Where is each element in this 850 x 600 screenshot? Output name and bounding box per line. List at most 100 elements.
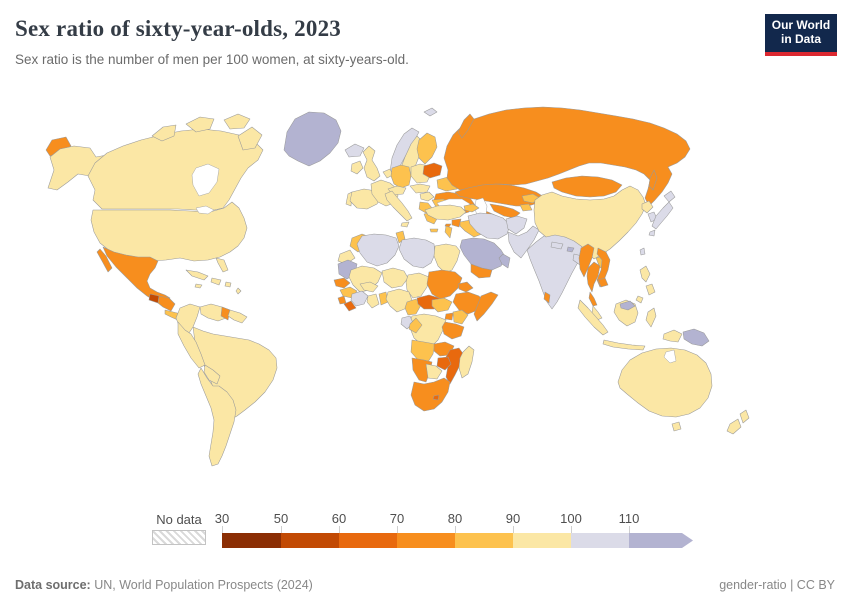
country-china[interactable] bbox=[533, 185, 647, 260]
country-java[interactable] bbox=[602, 339, 646, 351]
country-australia[interactable] bbox=[617, 347, 713, 418]
country-novaya-zemlya[interactable] bbox=[457, 113, 475, 139]
country-oman-uae[interactable] bbox=[498, 253, 511, 269]
country-uzbekistan[interactable] bbox=[489, 203, 521, 219]
country-thai-peninsula[interactable] bbox=[588, 291, 598, 307]
country-japan-kyushu[interactable] bbox=[648, 229, 656, 237]
country-arctic-island[interactable] bbox=[223, 113, 251, 130]
country-kenya[interactable] bbox=[452, 309, 469, 325]
country-sakhalin[interactable] bbox=[648, 169, 658, 191]
legend-bin-b90_100[interactable] bbox=[513, 533, 571, 548]
country-czech-slovakia[interactable] bbox=[409, 183, 431, 194]
country-sumatra[interactable] bbox=[577, 299, 609, 336]
country-somalia[interactable] bbox=[473, 291, 499, 322]
country-svalbard[interactable] bbox=[423, 107, 438, 117]
country-papua-new-guinea[interactable] bbox=[682, 328, 710, 347]
country-sudan[interactable] bbox=[426, 269, 463, 300]
country-japan-hokkaido[interactable] bbox=[663, 190, 676, 203]
country-arctic-island[interactable] bbox=[185, 116, 215, 133]
country-antilles[interactable] bbox=[235, 287, 242, 295]
country-chad[interactable] bbox=[405, 272, 430, 299]
legend-bin-b60_70[interactable] bbox=[339, 533, 397, 548]
country-cuba[interactable] bbox=[185, 269, 209, 281]
country-lesotho[interactable] bbox=[432, 394, 440, 401]
country-brunei[interactable] bbox=[619, 300, 636, 311]
country-philippines[interactable] bbox=[639, 265, 651, 283]
country-uganda[interactable] bbox=[444, 312, 454, 321]
country-cote-divoire[interactable] bbox=[350, 290, 369, 307]
country-afghanistan[interactable] bbox=[505, 215, 528, 235]
country-algeria[interactable] bbox=[356, 233, 400, 267]
legend-bar[interactable]: 30 50 60 70 80 90 100 110 bbox=[215, 511, 694, 548]
country-zimbabwe[interactable] bbox=[436, 356, 452, 371]
country-thailand[interactable] bbox=[586, 261, 601, 293]
legend-bin-b50_60[interactable] bbox=[281, 533, 339, 548]
country-canada[interactable] bbox=[87, 128, 264, 212]
country-chile-argentina[interactable] bbox=[197, 367, 237, 467]
country-jamaica[interactable] bbox=[194, 283, 203, 289]
country-south-africa[interactable] bbox=[410, 377, 451, 412]
country-philippines[interactable] bbox=[635, 295, 644, 304]
country-philippines[interactable] bbox=[645, 283, 656, 296]
country-bolivia[interactable] bbox=[203, 364, 221, 385]
license-text[interactable]: gender-ratio | CC BY bbox=[719, 578, 835, 592]
country-uk[interactable] bbox=[362, 145, 381, 182]
country-iceland[interactable] bbox=[344, 143, 365, 158]
country-pakistan[interactable] bbox=[507, 225, 540, 259]
country-sierra-leone[interactable] bbox=[337, 295, 347, 305]
country-cambodia[interactable] bbox=[597, 277, 609, 288]
country-caucasus[interactable] bbox=[463, 203, 480, 213]
country-eritrea[interactable] bbox=[457, 281, 474, 293]
country-syria[interactable] bbox=[451, 218, 462, 228]
country-vietnam[interactable] bbox=[596, 247, 611, 288]
country-baffin-island[interactable] bbox=[237, 126, 263, 151]
country-new-zealand[interactable] bbox=[726, 418, 742, 435]
country-usa-florida[interactable] bbox=[215, 257, 229, 273]
legend-bin-b80_90[interactable] bbox=[455, 533, 513, 548]
country-sri-lanka[interactable] bbox=[543, 291, 551, 304]
country-tanzania[interactable] bbox=[441, 321, 465, 340]
country-bhutan[interactable] bbox=[566, 246, 575, 253]
legend-bin-b70_80[interactable] bbox=[397, 533, 455, 548]
country-senegal[interactable] bbox=[333, 277, 351, 289]
country-egypt[interactable] bbox=[433, 243, 461, 274]
country-crete[interactable] bbox=[429, 228, 439, 233]
country-congo[interactable] bbox=[408, 317, 423, 334]
legend-bin-b110plus[interactable] bbox=[629, 533, 693, 548]
country-guyana[interactable] bbox=[220, 306, 231, 321]
country-libya[interactable] bbox=[398, 237, 436, 269]
country-new-zealand[interactable] bbox=[739, 409, 750, 424]
country-mongolia[interactable] bbox=[551, 175, 623, 198]
country-taiwan[interactable] bbox=[639, 247, 646, 256]
country-arctic-island[interactable] bbox=[151, 124, 177, 142]
country-germany[interactable] bbox=[390, 164, 412, 189]
owid-logo[interactable]: Our World in Data bbox=[765, 14, 837, 56]
country-nepal[interactable] bbox=[550, 241, 564, 250]
country-liberia[interactable] bbox=[343, 300, 357, 312]
country-west-new-guinea[interactable] bbox=[662, 329, 683, 343]
legend-bin-b100_110[interactable] bbox=[571, 533, 629, 548]
country-madagascar[interactable] bbox=[458, 345, 475, 379]
country-portugal[interactable] bbox=[345, 191, 353, 207]
country-puerto-rico[interactable] bbox=[224, 281, 232, 288]
country-niger[interactable] bbox=[381, 267, 409, 289]
legend-bin-b30_50[interactable] bbox=[222, 533, 281, 548]
country-italy[interactable] bbox=[384, 190, 413, 222]
country-ghana[interactable] bbox=[366, 293, 380, 309]
country-chukotka-wrap[interactable] bbox=[45, 136, 72, 157]
country-mexico-baja[interactable] bbox=[96, 248, 113, 273]
country-tajikistan[interactable] bbox=[519, 203, 533, 212]
country-ireland[interactable] bbox=[350, 160, 364, 175]
country-north-korea[interactable] bbox=[641, 200, 654, 214]
country-sulawesi[interactable] bbox=[645, 307, 657, 328]
country-sicily[interactable] bbox=[400, 221, 410, 228]
country-botswana[interactable] bbox=[425, 363, 443, 380]
country-russia[interactable] bbox=[443, 106, 691, 207]
country-israel-jordan[interactable] bbox=[444, 225, 453, 239]
country-saudi-arabia[interactable] bbox=[459, 237, 507, 271]
country-mexico[interactable] bbox=[102, 246, 171, 304]
country-hispaniola[interactable] bbox=[210, 277, 222, 286]
country-honduras-nicaragua[interactable] bbox=[157, 295, 176, 312]
country-cameroon[interactable] bbox=[404, 298, 422, 316]
country-baltics[interactable] bbox=[422, 162, 443, 179]
